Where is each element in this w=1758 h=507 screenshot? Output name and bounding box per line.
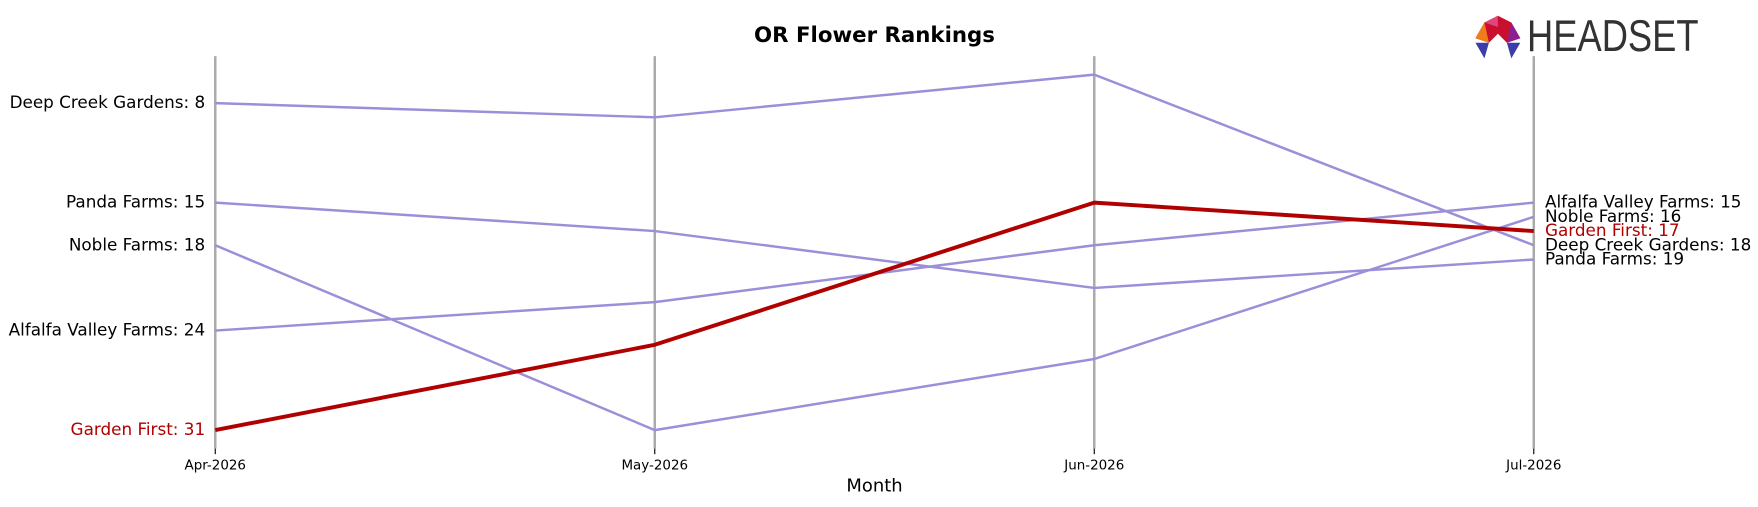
logo-mark [1484, 15, 1498, 28]
logo: HEADSET [1475, 10, 1699, 61]
x-tick-label: Apr-2026 [185, 458, 246, 473]
value-label: Garden First: 17 [1545, 220, 1680, 240]
value-label: Deep Creek Gardens: 18 [1545, 234, 1751, 254]
value-label: Garden First: 31 [71, 419, 206, 439]
series-line [215, 201, 1534, 290]
logo-mark [1475, 42, 1489, 59]
series-line [214, 215, 1535, 432]
x-tick-label: May-2026 [621, 458, 688, 473]
value-label: Panda Farms: 15 [66, 192, 205, 212]
value-label: Alfalfa Valley Farms: 15 [1545, 192, 1742, 212]
chart-title: OR Flower Rankings [754, 23, 995, 48]
series-line [215, 201, 1534, 332]
value-label: Noble Farms: 16 [1545, 206, 1681, 226]
value-label: Deep Creek Gardens: 8 [10, 92, 206, 112]
value-label: Noble Farms: 18 [69, 234, 205, 254]
x-tick-label: Jul-2026 [1505, 458, 1561, 473]
logo-mark [1506, 42, 1521, 59]
logo-mark [1475, 22, 1489, 43]
series-line [214, 200, 1534, 433]
value-label: Alfalfa Valley Farms: 24 [9, 320, 206, 340]
logo-mark [1506, 22, 1521, 43]
x-tick-label: Jun-2026 [1063, 458, 1124, 473]
x-axis-label: Month [846, 476, 902, 497]
value-label: Panda Farms: 19 [1545, 248, 1684, 268]
series-line [215, 73, 1535, 247]
logo-text: HEADSET [1527, 10, 1699, 61]
